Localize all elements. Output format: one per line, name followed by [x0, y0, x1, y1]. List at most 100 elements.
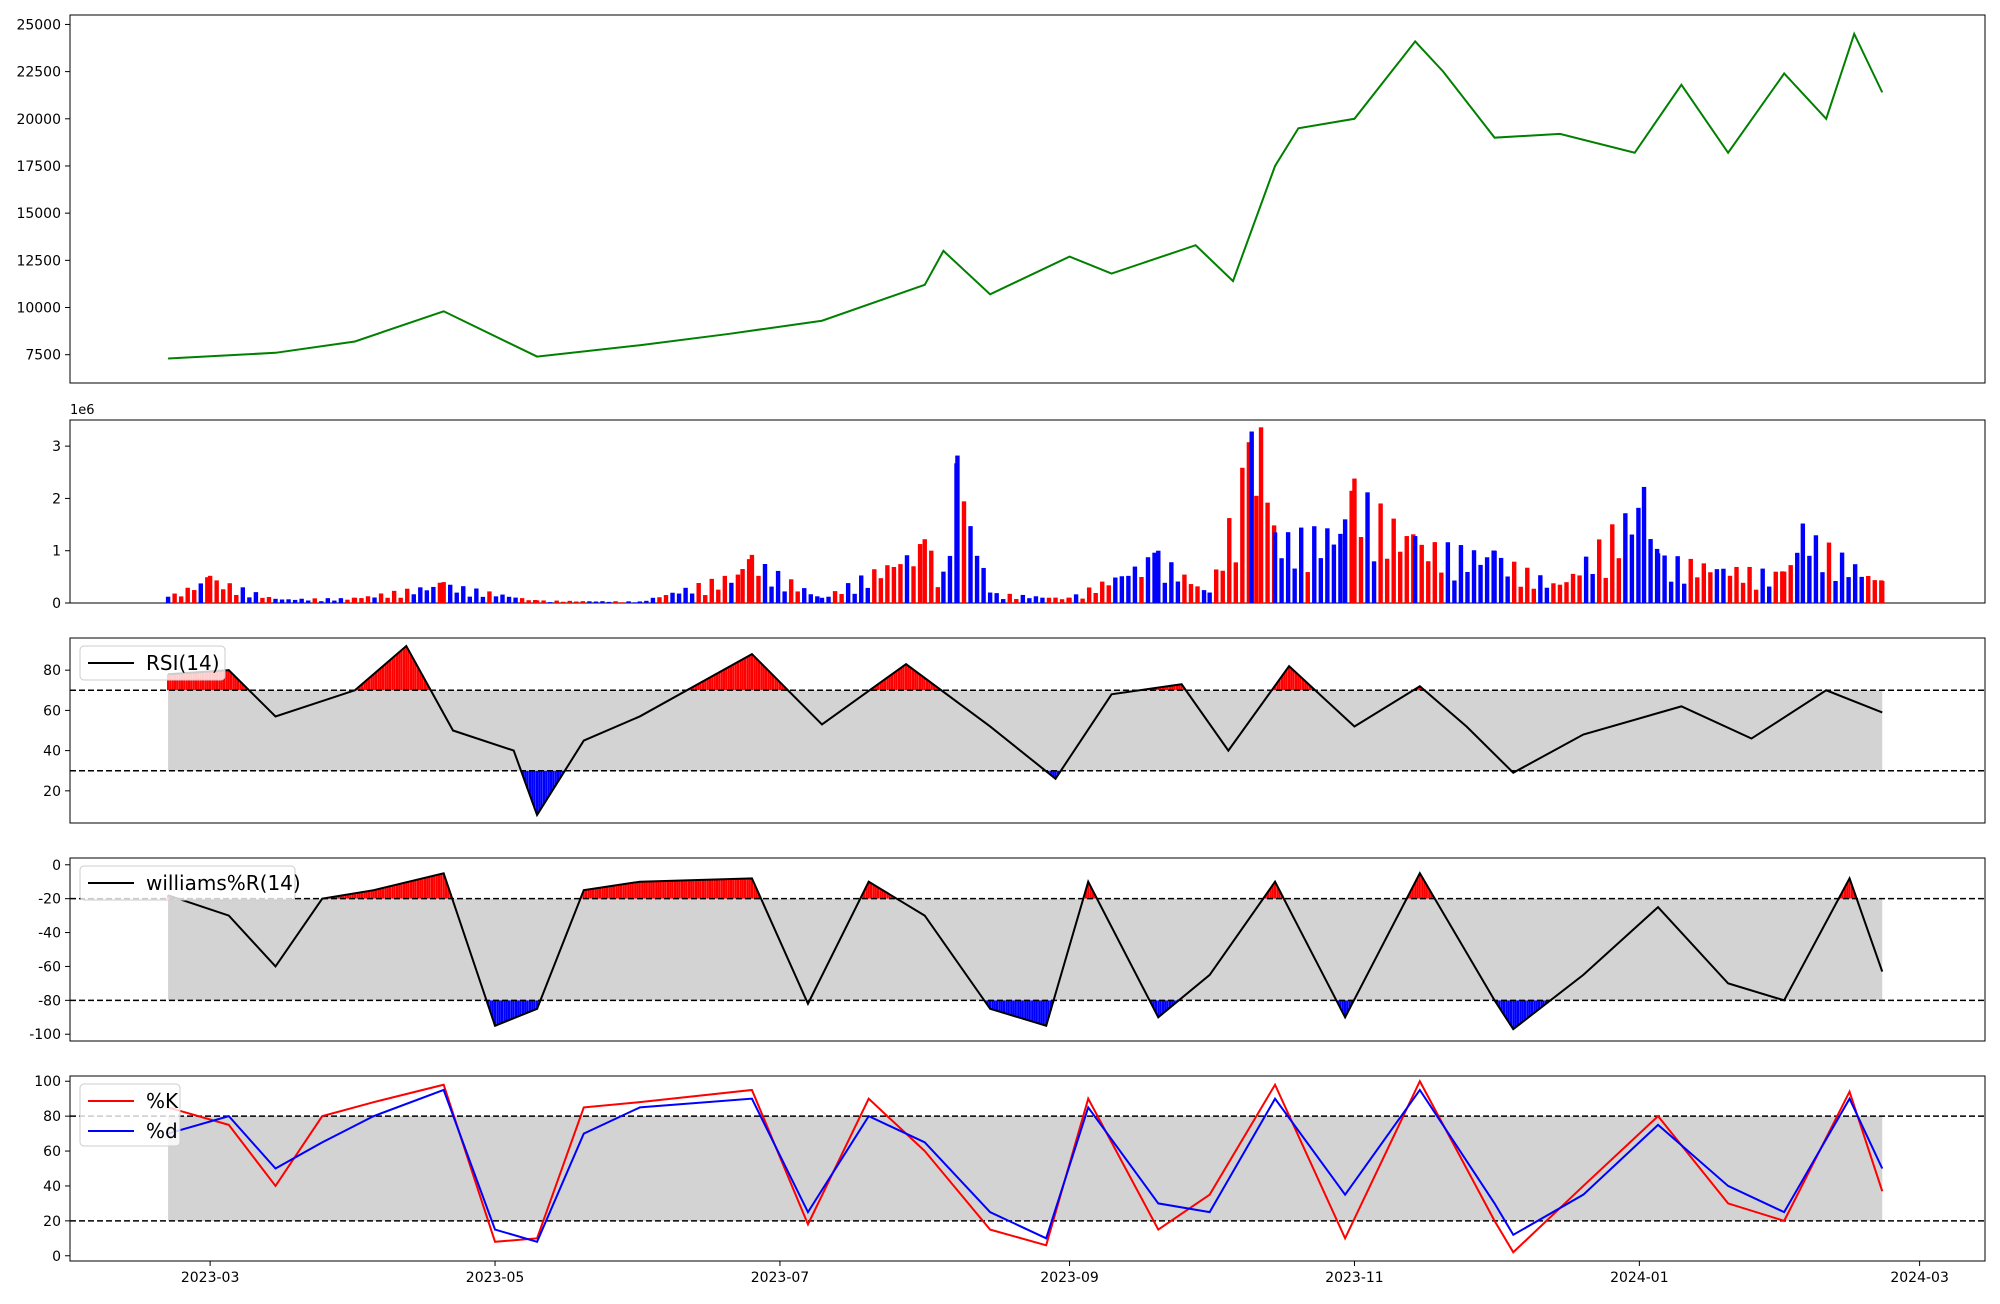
- volume-bar: [398, 598, 402, 603]
- volume-bar: [241, 587, 245, 603]
- volume-bar: [1169, 562, 1173, 603]
- volume-bar: [981, 568, 985, 603]
- volume-bar: [1747, 567, 1751, 603]
- volume-bar: [366, 596, 370, 603]
- volume-bar: [481, 597, 485, 603]
- volume-bar: [1636, 508, 1640, 603]
- volume-bar: [1093, 593, 1097, 603]
- volume-bar: [1378, 503, 1382, 603]
- stochastic-ytick-label: 0: [52, 1249, 61, 1265]
- volume-bar: [234, 595, 238, 603]
- volume-bar: [1689, 559, 1693, 603]
- volume-bar: [1325, 528, 1329, 603]
- volume-bar: [600, 601, 604, 603]
- price-ytick-label: 12500: [16, 253, 61, 269]
- volume-bar: [1249, 432, 1253, 603]
- volume-bar: [474, 589, 478, 603]
- volume-bar: [1372, 561, 1376, 603]
- volume-bar: [1675, 556, 1679, 603]
- volume-bar: [736, 575, 740, 603]
- volume-bar: [1207, 593, 1211, 603]
- volume-bar: [179, 596, 183, 603]
- volume-bar: [535, 600, 539, 603]
- volume-bar: [494, 596, 498, 603]
- volume-bar: [1754, 590, 1758, 603]
- volume-bar: [1047, 598, 1051, 603]
- volume-bar: [332, 601, 336, 603]
- volume-bar: [1859, 577, 1863, 603]
- volume-bar: [1853, 564, 1857, 603]
- volume-bar: [802, 588, 806, 603]
- volume-bar: [1214, 569, 1218, 603]
- volume-bar: [1156, 551, 1160, 603]
- volume-bar: [1721, 569, 1725, 603]
- volume-bar: [1234, 562, 1238, 603]
- volume-bar: [1060, 599, 1064, 603]
- price-ytick-label: 22500: [16, 65, 61, 81]
- volume-bar: [1299, 528, 1303, 603]
- volume-bar: [1610, 524, 1614, 603]
- williams-overbought-fill: [168, 873, 1857, 898]
- volume-bar: [820, 598, 824, 603]
- volume-bar: [1656, 553, 1660, 603]
- x-tick-label: 2023-11: [1325, 1270, 1384, 1286]
- volume-bar: [326, 598, 330, 603]
- volume-bar: [1728, 576, 1732, 603]
- volume-bar: [657, 597, 661, 603]
- volume-bar: [581, 601, 585, 603]
- volume-bar: [1120, 576, 1124, 603]
- volume-bar: [1642, 487, 1646, 603]
- williams-oversold-fill: [488, 1000, 1548, 1029]
- volume-bar: [431, 587, 435, 603]
- volume-bar: [716, 590, 720, 603]
- williams-ytick-label: 0: [52, 858, 61, 874]
- volume-bar: [1359, 537, 1363, 603]
- volume-bar: [948, 556, 952, 603]
- volume-bar: [852, 594, 856, 603]
- volume-bar: [1195, 586, 1199, 603]
- volume-bar: [1512, 562, 1516, 603]
- volume-bar: [1820, 572, 1824, 603]
- volume-bar: [710, 579, 714, 603]
- volume-bar: [1584, 557, 1588, 603]
- williams-ytick-label: -100: [29, 1027, 61, 1043]
- volume-bar: [651, 598, 655, 603]
- volume-bar: [221, 589, 225, 603]
- volume-bar: [526, 600, 530, 603]
- volume-bar: [1227, 518, 1231, 603]
- volume-bar: [1669, 582, 1673, 603]
- volume-bar: [1617, 558, 1621, 603]
- volume-bar: [208, 576, 212, 603]
- volume-bar: [826, 597, 830, 603]
- volume-bar: [1741, 583, 1745, 603]
- volume-bar: [1398, 552, 1402, 603]
- volume-bar: [1623, 513, 1627, 603]
- stochastic-legend-label-1: %d: [146, 1119, 178, 1143]
- volume-bar: [1532, 589, 1536, 603]
- volume-bar: [1880, 581, 1884, 603]
- volume-bar: [166, 597, 170, 603]
- volume-bar: [548, 602, 552, 603]
- x-tick-label: 2024-01: [1610, 1270, 1669, 1286]
- volume-bar: [1630, 535, 1634, 603]
- volume-bar: [789, 579, 793, 603]
- volume-bar: [461, 586, 465, 603]
- volume-bar: [1492, 551, 1496, 603]
- volume-bar: [319, 601, 323, 603]
- volume-bar: [1176, 582, 1180, 603]
- volume-bar: [975, 556, 979, 603]
- volume-bar: [1662, 555, 1666, 603]
- volume-ytick-label: 3: [52, 439, 61, 455]
- volume-bar: [1590, 574, 1594, 603]
- volume-bar: [1126, 576, 1130, 603]
- volume-bar: [186, 588, 190, 603]
- volume-bar: [892, 567, 896, 603]
- volume-bar: [1648, 539, 1652, 603]
- volume-bar: [1133, 567, 1137, 603]
- volume-ytick-label: 1: [52, 544, 61, 560]
- volume-bar: [1795, 553, 1799, 603]
- volume-bar: [1760, 569, 1764, 603]
- volume-bar: [1433, 542, 1437, 603]
- x-tick-label: 2023-05: [466, 1270, 525, 1286]
